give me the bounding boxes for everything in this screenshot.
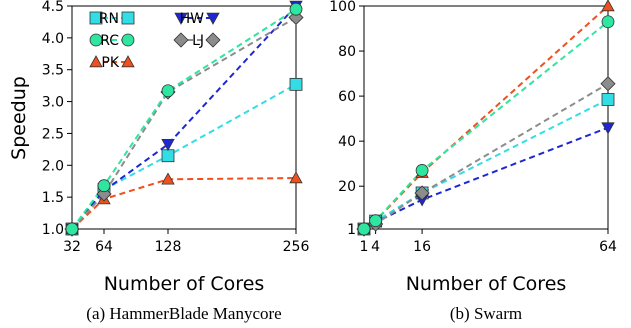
legend-marker	[89, 11, 103, 25]
data-point-rc	[415, 164, 429, 177]
x-axis-label-a: Number of Cores	[104, 273, 265, 295]
data-point-rn	[601, 93, 615, 106]
legend-item-lj: LJ	[173, 32, 221, 49]
series-line-rn	[71, 83, 297, 230]
legend-label: HW	[180, 11, 205, 27]
data-point-lj	[414, 185, 430, 201]
plot-area-a	[71, 5, 297, 230]
caption-b: (b) Swarm	[450, 304, 522, 323]
plot-area-b	[363, 5, 609, 230]
y-tick-label: 100	[329, 0, 356, 15]
series-line-rc	[71, 8, 297, 230]
x-tick-label: 16	[413, 239, 431, 255]
y-axis-label-a: Speedup	[8, 76, 30, 160]
x-tick-label: 256	[283, 239, 310, 255]
x-tick-label: 64	[599, 239, 617, 255]
y-tick-label: 1.5	[42, 190, 64, 206]
y-tick-label: 2.5	[42, 126, 64, 142]
legend-marker	[121, 33, 135, 47]
legend-item-rn: RN	[89, 11, 135, 27]
legend-label: PK	[101, 55, 119, 71]
y-tick-label: 4.0	[42, 31, 64, 47]
data-point-rc	[601, 15, 615, 29]
caption-a: (a) HammerBlade Manycore	[86, 304, 281, 323]
y-tick-label: 40	[338, 134, 356, 150]
y-tick-label: 3.5	[42, 63, 64, 79]
y-tick-label: 1	[347, 222, 356, 238]
y-tick-label: 20	[338, 179, 356, 195]
legend-label: RC	[100, 33, 119, 49]
x-tick-label: 32	[63, 239, 81, 255]
x-tick-label: 128	[155, 239, 182, 255]
legend-label: RN	[99, 11, 119, 27]
legend-marker	[205, 32, 221, 48]
legend-marker	[174, 12, 188, 25]
legend-item-rc: RC	[89, 33, 135, 49]
data-point-rc	[97, 179, 111, 193]
data-point-rc	[161, 84, 175, 98]
series-line-hw	[363, 126, 609, 230]
x-tick-label: 64	[95, 239, 113, 255]
series-line-pk	[71, 177, 297, 230]
data-point-rn	[161, 149, 175, 163]
legend-marker	[206, 12, 220, 25]
legend-marker	[89, 33, 103, 47]
series-line-lj	[71, 16, 297, 230]
data-point-pk	[161, 172, 175, 185]
data-point-lj	[600, 76, 616, 92]
series-line-rn	[363, 98, 609, 230]
series-line-rc	[363, 20, 609, 230]
series-line-hw	[71, 5, 297, 230]
y-tick-label: 3.0	[42, 95, 64, 111]
data-point-rc	[289, 2, 303, 16]
legend-label: LJ	[192, 33, 204, 49]
data-point-hw	[161, 139, 175, 152]
x-axis-label-b: Number of Cores	[406, 273, 567, 295]
data-point-rn	[289, 77, 303, 91]
y-tick-label: 60	[338, 89, 356, 105]
series-line-lj	[363, 82, 609, 230]
data-point-rc	[369, 214, 383, 228]
legend-marker	[121, 11, 135, 25]
panel-b: Number of Cores (b) Swarm 1 20 40 60 80 100 1 4…	[329, 0, 617, 323]
legend-marker	[89, 55, 103, 68]
data-point-pk	[601, 0, 615, 12]
data-point-hw	[601, 122, 615, 135]
data-point-pk	[289, 171, 303, 184]
y-tick-label: 80	[338, 44, 356, 60]
series-line-pk	[363, 5, 609, 230]
legend-item-pk: PK	[89, 55, 135, 71]
x-tick-label: 4	[371, 239, 380, 255]
x-tick-label: 1	[360, 239, 369, 255]
legend-item-hw: HW	[174, 11, 220, 27]
panel-a: Speedup Number of Cores (a) HammerBlade …	[8, 0, 309, 323]
y-tick-label: 2.0	[42, 158, 64, 174]
legend-marker	[173, 32, 189, 48]
data-point-rc	[65, 222, 79, 236]
y-tick-label: 1.0	[42, 222, 64, 238]
legend-marker	[121, 55, 135, 68]
legend: RN RC PK HW LJ	[89, 11, 221, 71]
data-point-rc	[357, 222, 371, 236]
y-tick-label: 4.5	[42, 0, 64, 15]
